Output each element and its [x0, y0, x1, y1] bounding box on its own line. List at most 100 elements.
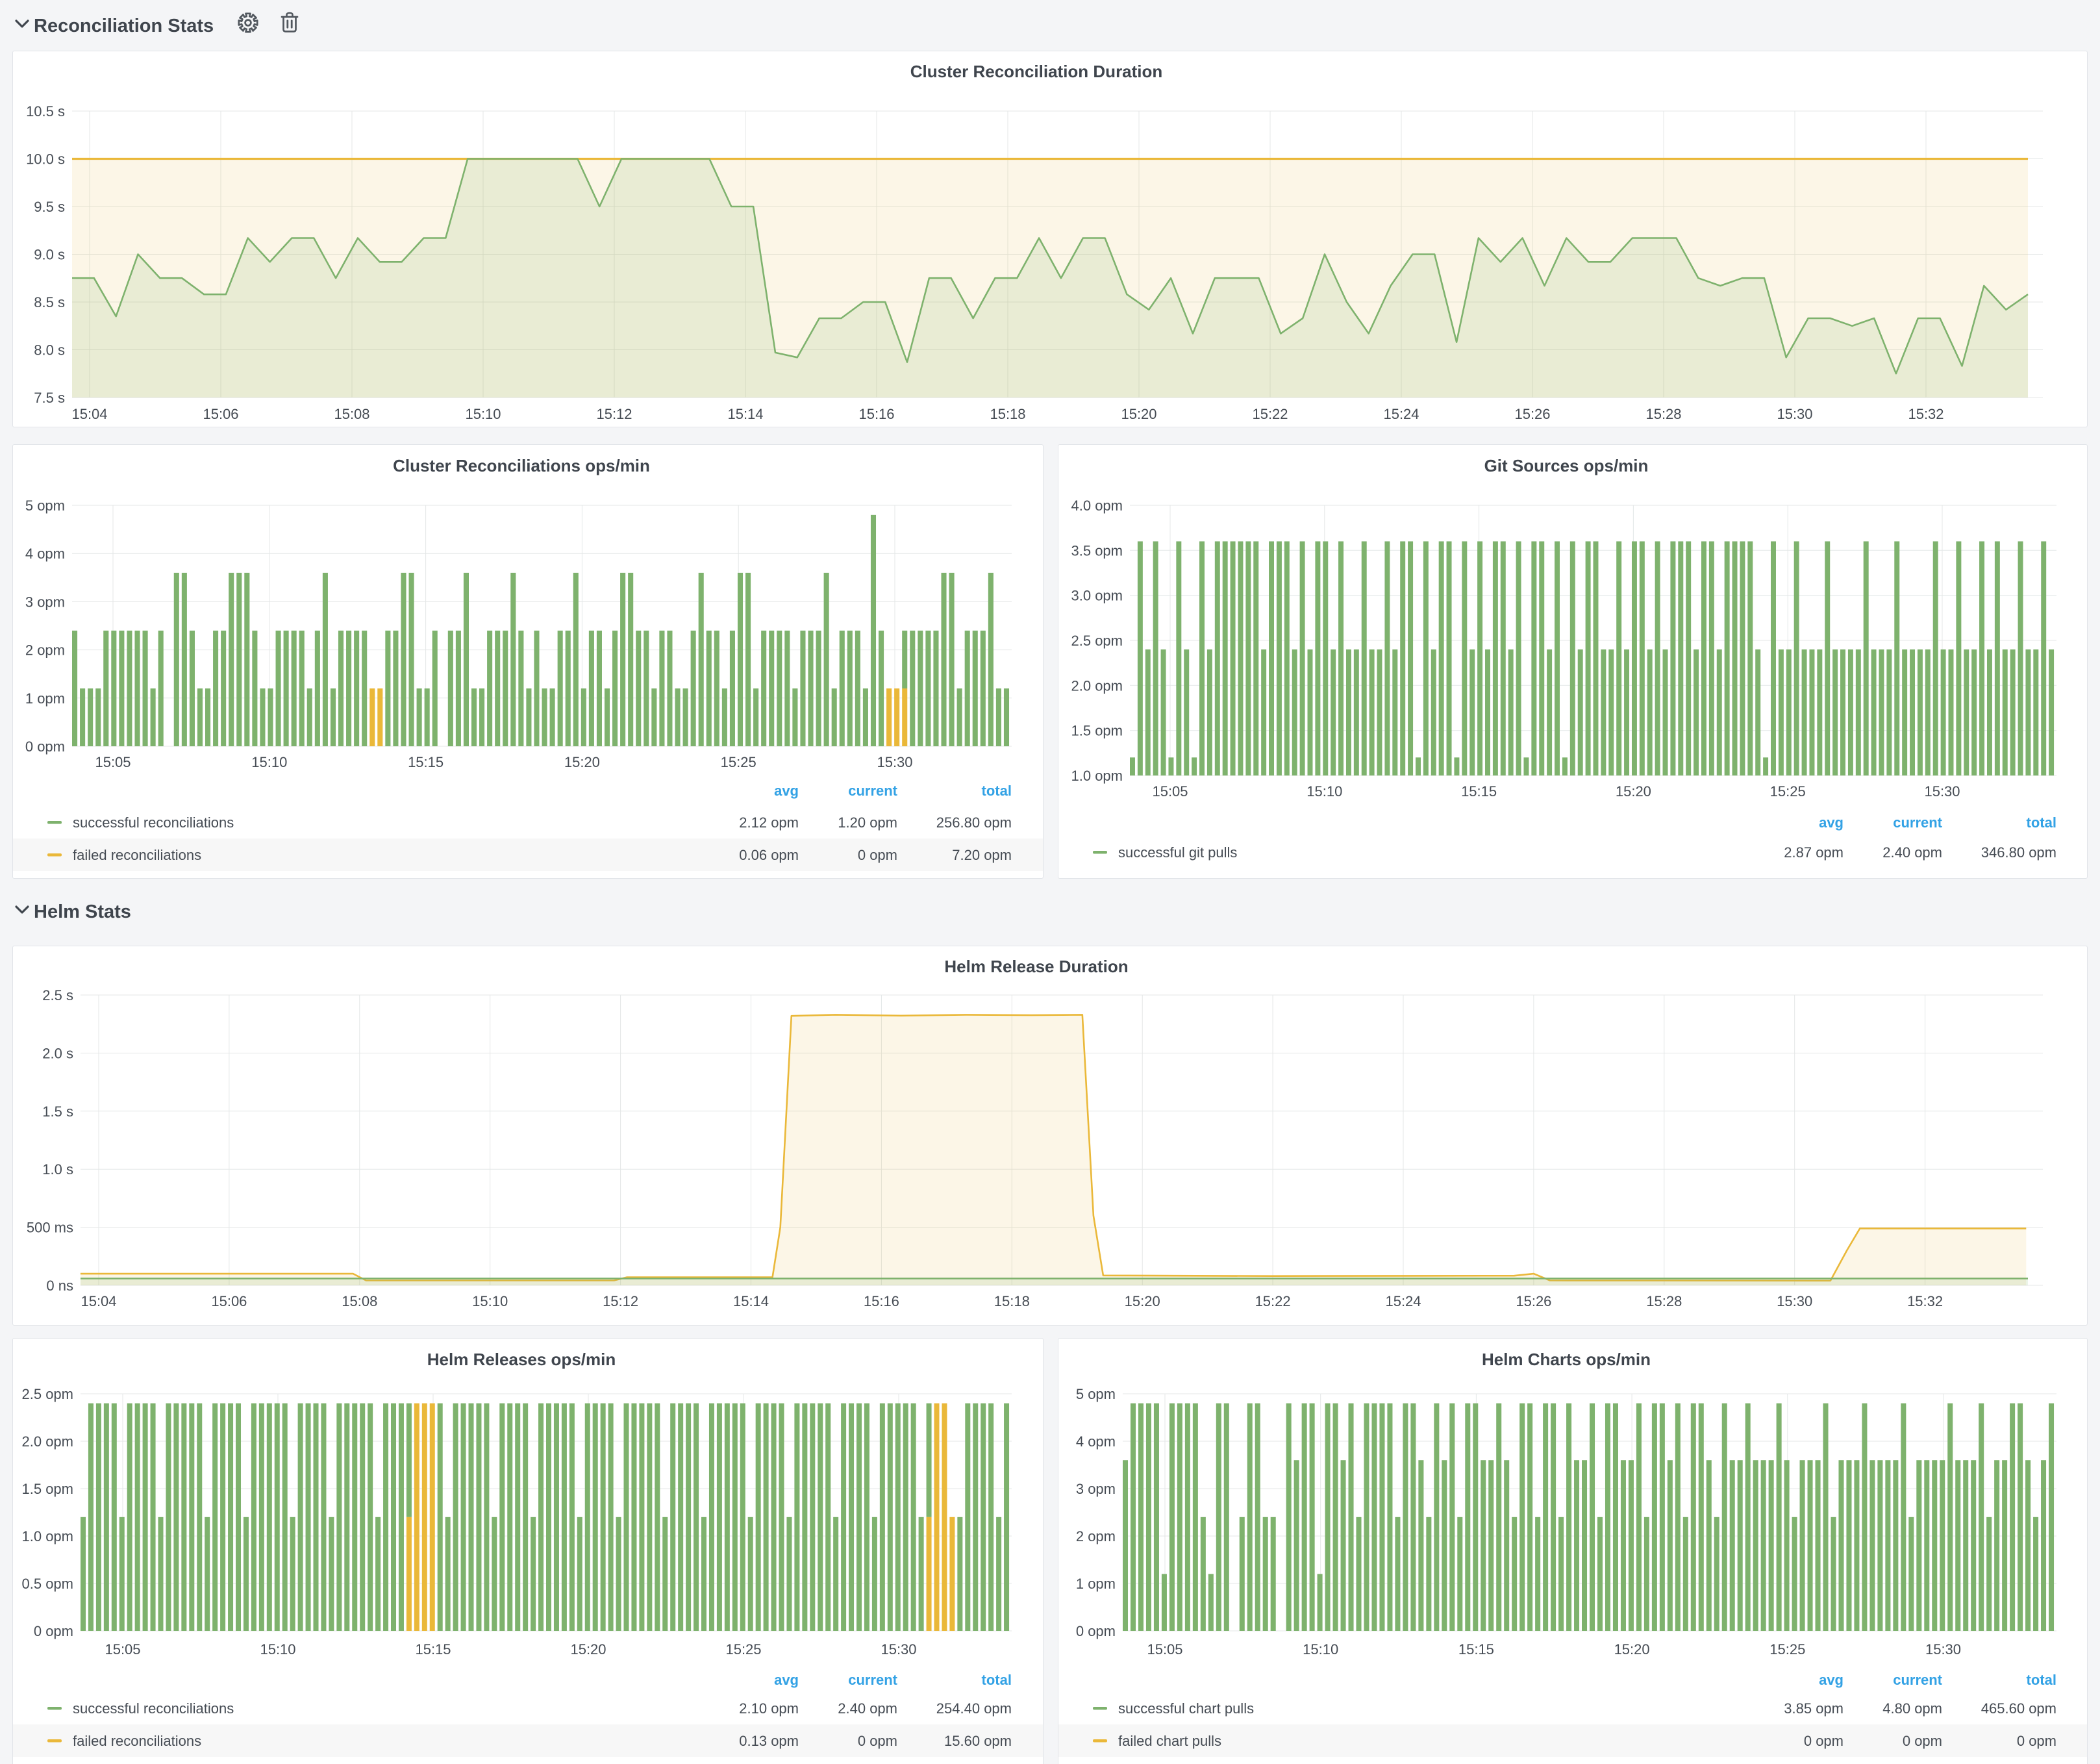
svg-text:15:14: 15:14 — [733, 1293, 769, 1309]
svg-text:1.5 opm: 1.5 opm — [1071, 723, 1123, 739]
svg-text:15:20: 15:20 — [564, 754, 600, 770]
svg-text:15:18: 15:18 — [990, 406, 1025, 422]
svg-text:15:18: 15:18 — [994, 1293, 1030, 1309]
svg-text:1.5 opm: 1.5 opm — [22, 1481, 74, 1497]
svg-text:10.0 s: 10.0 s — [26, 151, 65, 168]
svg-text:1.5 s: 1.5 s — [42, 1103, 73, 1120]
svg-text:15:05: 15:05 — [105, 1641, 140, 1657]
svg-text:2.5 opm: 2.5 opm — [22, 1386, 74, 1402]
svg-text:avg: avg — [774, 783, 799, 799]
svg-text:15:24: 15:24 — [1385, 1293, 1421, 1309]
svg-text:15:16: 15:16 — [858, 406, 894, 422]
svg-text:15:05: 15:05 — [95, 754, 131, 770]
svg-text:Helm Releases ops/min: Helm Releases ops/min — [427, 1350, 616, 1369]
svg-text:15:25: 15:25 — [725, 1641, 761, 1657]
svg-text:0 opm: 0 opm — [34, 1623, 73, 1639]
svg-text:4 opm: 4 opm — [25, 546, 65, 562]
svg-text:8.5 s: 8.5 s — [34, 294, 65, 310]
svg-text:15:10: 15:10 — [465, 406, 501, 422]
svg-text:10.5 s: 10.5 s — [26, 103, 65, 120]
svg-text:465.60 opm: 465.60 opm — [1981, 1700, 2056, 1717]
svg-text:2 opm: 2 opm — [1076, 1528, 1116, 1544]
svg-text:15:10: 15:10 — [260, 1641, 295, 1657]
svg-text:15:20: 15:20 — [1614, 1641, 1650, 1657]
svg-text:0.06 opm: 0.06 opm — [739, 847, 799, 863]
svg-text:1 opm: 1 opm — [1076, 1576, 1116, 1592]
svg-text:15:06: 15:06 — [203, 406, 238, 422]
svg-text:successful reconciliations: successful reconciliations — [73, 814, 234, 831]
svg-text:15:15: 15:15 — [1458, 1641, 1494, 1657]
svg-text:2.0 s: 2.0 s — [42, 1045, 73, 1061]
svg-text:successful reconciliations: successful reconciliations — [73, 1700, 234, 1717]
svg-text:9.5 s: 9.5 s — [34, 199, 65, 215]
svg-text:failed chart pulls: failed chart pulls — [1118, 1733, 1221, 1749]
svg-text:3.0 opm: 3.0 opm — [1071, 588, 1123, 604]
svg-text:1.0 s: 1.0 s — [42, 1161, 73, 1178]
svg-text:15:22: 15:22 — [1255, 1293, 1291, 1309]
svg-text:failed reconciliations: failed reconciliations — [73, 1733, 201, 1749]
svg-text:3.5 opm: 3.5 opm — [1071, 542, 1123, 559]
svg-text:15:32: 15:32 — [1907, 1293, 1943, 1309]
svg-text:5 opm: 5 opm — [25, 498, 65, 514]
svg-text:254.40 opm: 254.40 opm — [936, 1700, 1012, 1717]
svg-text:Git Sources ops/min: Git Sources ops/min — [1484, 456, 1649, 475]
svg-text:15:30: 15:30 — [877, 754, 912, 770]
svg-text:4 opm: 4 opm — [1076, 1433, 1116, 1450]
svg-text:15:12: 15:12 — [596, 406, 632, 422]
svg-text:3 opm: 3 opm — [25, 594, 65, 610]
svg-text:0 ns: 0 ns — [46, 1278, 73, 1294]
svg-text:15:30: 15:30 — [1777, 406, 1812, 422]
svg-text:total: total — [2027, 814, 2056, 831]
svg-text:15:32: 15:32 — [1908, 406, 1944, 422]
svg-text:Cluster Reconciliations ops/mi: Cluster Reconciliations ops/min — [393, 456, 650, 475]
svg-text:1 opm: 1 opm — [25, 690, 65, 707]
svg-text:Helm Charts ops/min: Helm Charts ops/min — [1482, 1350, 1651, 1369]
svg-text:15:06: 15:06 — [211, 1293, 247, 1309]
svg-text:2.5 opm: 2.5 opm — [1071, 633, 1123, 649]
svg-text:15:10: 15:10 — [472, 1293, 508, 1309]
svg-text:avg: avg — [1819, 1672, 1844, 1688]
svg-text:5 opm: 5 opm — [1076, 1386, 1116, 1402]
svg-text:15:10: 15:10 — [1306, 783, 1342, 800]
svg-text:2.40 opm: 2.40 opm — [838, 1700, 897, 1717]
svg-text:15:30: 15:30 — [881, 1641, 916, 1657]
svg-text:256.80 opm: 256.80 opm — [936, 814, 1012, 831]
svg-text:2.0 opm: 2.0 opm — [22, 1433, 74, 1450]
svg-text:2.12 opm: 2.12 opm — [739, 814, 799, 831]
svg-text:current: current — [1893, 1672, 1942, 1688]
svg-text:successful chart pulls: successful chart pulls — [1118, 1700, 1254, 1717]
svg-text:0.13 opm: 0.13 opm — [739, 1733, 799, 1749]
svg-text:15:22: 15:22 — [1252, 406, 1288, 422]
svg-text:15:05: 15:05 — [1152, 783, 1188, 800]
svg-text:346.80 opm: 346.80 opm — [1981, 844, 2056, 861]
svg-text:15:28: 15:28 — [1645, 406, 1681, 422]
svg-text:avg: avg — [1819, 814, 1844, 831]
svg-text:total: total — [982, 1672, 1012, 1688]
svg-text:4.0 opm: 4.0 opm — [1071, 498, 1123, 514]
svg-text:current: current — [848, 783, 897, 799]
svg-text:current: current — [848, 1672, 897, 1688]
svg-text:2.40 opm: 2.40 opm — [1882, 844, 1942, 861]
svg-text:15:04: 15:04 — [81, 1293, 116, 1309]
svg-text:15:24: 15:24 — [1383, 406, 1419, 422]
svg-text:15:15: 15:15 — [408, 754, 444, 770]
svg-text:0 opm: 0 opm — [858, 847, 897, 863]
svg-text:15:05: 15:05 — [1147, 1641, 1182, 1657]
svg-text:2.5 s: 2.5 s — [42, 987, 73, 1003]
svg-text:15:08: 15:08 — [334, 406, 369, 422]
svg-text:failed reconciliations: failed reconciliations — [73, 847, 201, 863]
svg-text:2 opm: 2 opm — [25, 642, 65, 659]
svg-text:4.80 opm: 4.80 opm — [1882, 1700, 1942, 1717]
svg-text:9.0 s: 9.0 s — [34, 247, 65, 263]
svg-text:15:10: 15:10 — [1303, 1641, 1338, 1657]
svg-text:0 opm: 0 opm — [1076, 1623, 1116, 1639]
svg-text:Helm Stats: Helm Stats — [34, 901, 131, 922]
svg-text:Reconciliation Stats: Reconciliation Stats — [34, 16, 214, 36]
svg-text:15:20: 15:20 — [1616, 783, 1651, 800]
svg-text:Helm Release Duration: Helm Release Duration — [944, 957, 1128, 976]
svg-text:15:14: 15:14 — [727, 406, 763, 422]
svg-text:8.0 s: 8.0 s — [34, 342, 65, 359]
svg-text:15:28: 15:28 — [1646, 1293, 1682, 1309]
svg-text:1.0 opm: 1.0 opm — [22, 1528, 74, 1544]
svg-text:0 opm: 0 opm — [1903, 1733, 1942, 1749]
